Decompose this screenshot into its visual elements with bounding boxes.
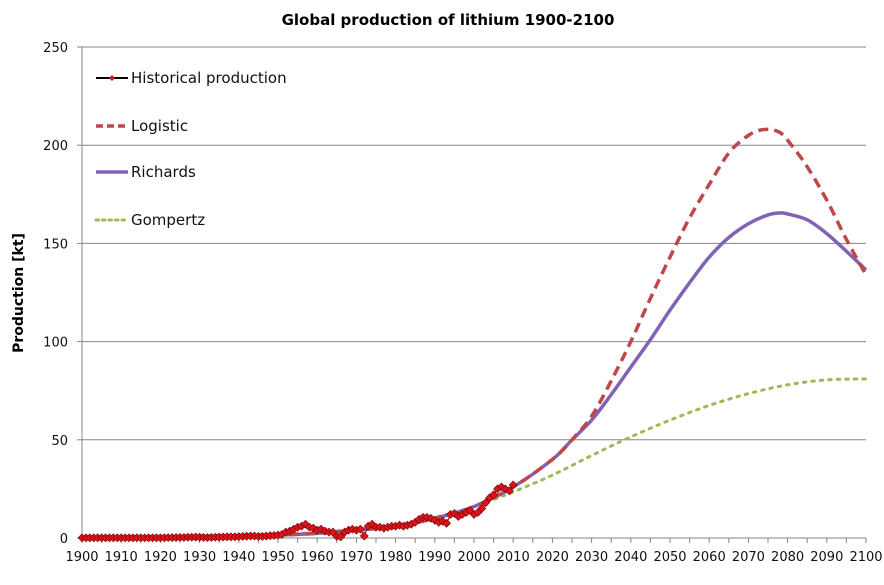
x-tick-label: 2010 xyxy=(497,550,530,565)
series-historical-production xyxy=(77,480,518,543)
x-tick-label: 1950 xyxy=(261,550,294,565)
historical-point xyxy=(336,532,346,542)
x-tick-label: 1910 xyxy=(105,550,138,565)
x-tick-labels: 1900 1910 1920 1930 1940 1950 1960 1970 1980 1990… xyxy=(65,538,883,565)
x-tick-label: 2040 xyxy=(614,550,647,565)
legend-item: Historical production xyxy=(92,65,302,89)
legend-label: Logistic xyxy=(131,117,188,135)
x-tick-label: 1980 xyxy=(379,550,412,565)
x-tick-label: 1990 xyxy=(418,550,451,565)
x-tick-label: 1900 xyxy=(65,550,98,565)
legend-label: Gompertz xyxy=(131,211,205,229)
x-tick-label: 2020 xyxy=(536,550,569,565)
historical-point xyxy=(489,490,499,500)
series-line xyxy=(80,377,868,540)
x-tick-label: 2000 xyxy=(457,550,490,565)
legend-bg xyxy=(92,207,302,231)
series-gompertz xyxy=(80,377,868,540)
x-tick-label: 1940 xyxy=(222,550,255,565)
historical-point xyxy=(481,498,491,508)
legend-item: Richards xyxy=(92,159,302,183)
series-line xyxy=(81,127,868,540)
series-logistic xyxy=(81,127,868,540)
historical-point xyxy=(355,524,365,534)
x-tick-label: 1930 xyxy=(183,550,216,565)
x-tick-label: 2030 xyxy=(575,550,608,565)
historical-point xyxy=(504,486,514,496)
legend-item: Logistic xyxy=(92,113,302,137)
y-tick-label: 200 xyxy=(43,139,68,154)
y-tick-label: 0 xyxy=(60,532,68,547)
y-tick-label: 250 xyxy=(43,41,68,56)
y-axis-label: Production [kt] xyxy=(11,233,27,353)
series-line xyxy=(81,211,868,540)
historical-point xyxy=(359,531,369,541)
legend-marker xyxy=(109,75,115,81)
y-tick-label: 100 xyxy=(43,336,68,351)
historical-point xyxy=(508,480,518,490)
x-tick-label: 2050 xyxy=(653,550,686,565)
series-layer xyxy=(77,127,868,543)
legend: Historical production Logistic Richards Gom… xyxy=(92,65,302,231)
grid-lines xyxy=(82,46,866,441)
y-tick-labels: 0 50 100 150 200 250 xyxy=(43,41,82,547)
series-richards xyxy=(81,211,868,540)
x-tick-label: 1960 xyxy=(301,550,334,565)
x-tick-label: 1920 xyxy=(144,550,177,565)
legend-bg xyxy=(92,113,302,137)
x-tick-label: 2080 xyxy=(771,550,804,565)
legend-label: Historical production xyxy=(131,69,287,87)
x-tick-label: 2100 xyxy=(849,550,882,565)
chart-title: Global production of lithium 1900-2100 xyxy=(282,11,615,29)
legend-item: Gompertz xyxy=(92,207,302,231)
legend-label: Richards xyxy=(131,163,196,181)
y-tick-label: 50 xyxy=(51,434,68,449)
x-tick-label: 2060 xyxy=(693,550,726,565)
y-tick-label: 150 xyxy=(43,237,68,252)
x-tick-label: 1970 xyxy=(340,550,373,565)
x-tick-label: 2090 xyxy=(810,550,843,565)
historical-point xyxy=(477,504,487,513)
historical-point xyxy=(442,518,451,528)
x-tick-label: 2070 xyxy=(732,550,765,565)
